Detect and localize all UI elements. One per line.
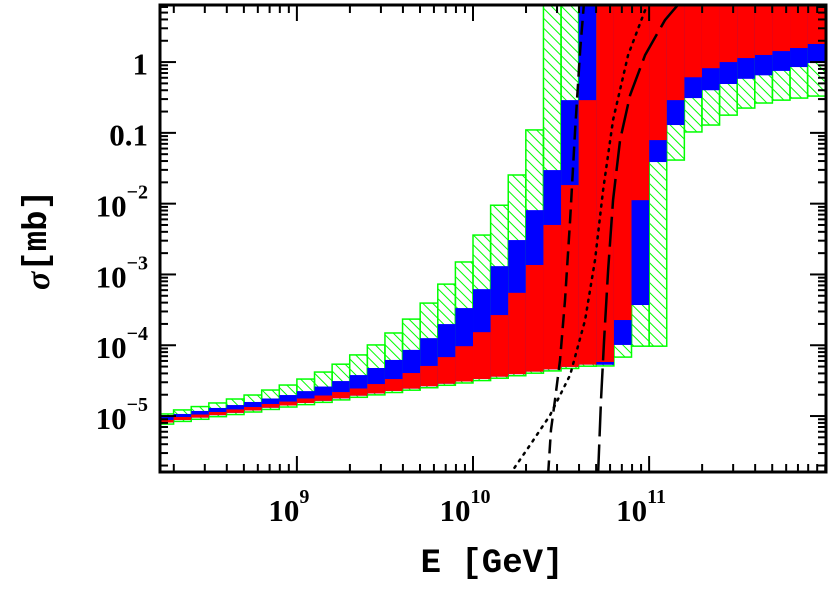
band-bin — [261, 403, 280, 408]
band-bin — [543, 224, 562, 370]
band-bin — [719, 5, 738, 63]
y-tick-exponent: −3 — [127, 252, 148, 274]
band-bin — [279, 401, 297, 406]
curve — [510, 5, 649, 472]
band-bin — [790, 5, 808, 49]
band-bin — [279, 395, 297, 406]
x-tick-label: 109 — [268, 486, 309, 528]
plot-frame — [158, 3, 828, 474]
band-bin — [508, 292, 526, 375]
y-axis-title: σ[mb] — [19, 190, 57, 290]
band-bin — [296, 398, 315, 403]
band-bin — [332, 392, 350, 399]
band-bin — [226, 405, 245, 413]
band-bin — [437, 357, 456, 384]
y-tick-label: 1 — [133, 47, 149, 82]
band-bin — [191, 410, 209, 418]
y-tick-base: 10 — [96, 188, 127, 223]
band-bin — [191, 414, 209, 418]
band-bin — [173, 413, 192, 420]
y-tick-label: 10−2 — [96, 182, 148, 224]
y-axis-symbol: σ — [20, 270, 57, 290]
x-tick-label: 1010 — [440, 486, 491, 528]
plot-area — [160, 5, 826, 472]
y-tick-base: 10 — [96, 259, 127, 294]
curve — [596, 5, 680, 472]
x-tick-exponent: 11 — [647, 486, 666, 508]
band-bin — [455, 346, 474, 382]
y-tick-label: 10−5 — [96, 394, 148, 436]
band-bin — [367, 384, 385, 394]
x-tick-base: 10 — [440, 493, 471, 528]
band-bin — [261, 398, 280, 408]
y-tick-exponent: −4 — [127, 323, 148, 345]
band-bin — [754, 5, 773, 55]
band-bin — [402, 373, 421, 389]
band-bin — [490, 315, 509, 377]
x-tick-exponent: 9 — [299, 486, 309, 508]
y-tick-label: 0.1 — [109, 117, 148, 152]
y-tick-base: 10 — [96, 401, 127, 436]
band-bin — [349, 388, 368, 396]
x-axis-title: E [GeV] — [421, 545, 564, 583]
band-bin — [631, 5, 650, 201]
band-bin — [561, 185, 579, 367]
band-bin — [772, 5, 791, 52]
y-axis-unit: [mb] — [19, 190, 57, 272]
x-tick-base: 10 — [268, 493, 299, 528]
band-bin — [296, 391, 315, 403]
x-tick-label: 1011 — [616, 486, 666, 528]
y-tick-label: 10−4 — [96, 323, 148, 365]
band-bin — [244, 407, 262, 411]
y-tick-exponent: −5 — [127, 394, 148, 416]
band-bin — [807, 5, 826, 45]
band-bin — [737, 5, 755, 59]
band-bin — [684, 5, 702, 78]
band-bin — [613, 5, 632, 321]
x-tick-exponent: 10 — [471, 486, 491, 508]
band-bin — [160, 419, 174, 423]
y-tick-base: 10 — [96, 330, 127, 365]
band-bin — [525, 264, 544, 372]
band-bin — [208, 412, 227, 416]
band-bin — [578, 100, 597, 365]
band-bin — [666, 5, 685, 101]
x-tick-base: 10 — [616, 493, 647, 528]
band-bin — [473, 332, 491, 379]
curve — [547, 5, 586, 472]
y-tick-label: 10−3 — [96, 252, 148, 294]
band-bin — [244, 401, 262, 411]
band-bin — [314, 395, 333, 401]
band-bin — [208, 407, 227, 416]
band-bin — [701, 5, 720, 69]
band-bin — [173, 416, 192, 420]
band-bin — [226, 409, 245, 413]
y-tick-exponent: −2 — [127, 182, 148, 204]
band-bin — [420, 365, 438, 387]
band-bin — [384, 379, 403, 391]
